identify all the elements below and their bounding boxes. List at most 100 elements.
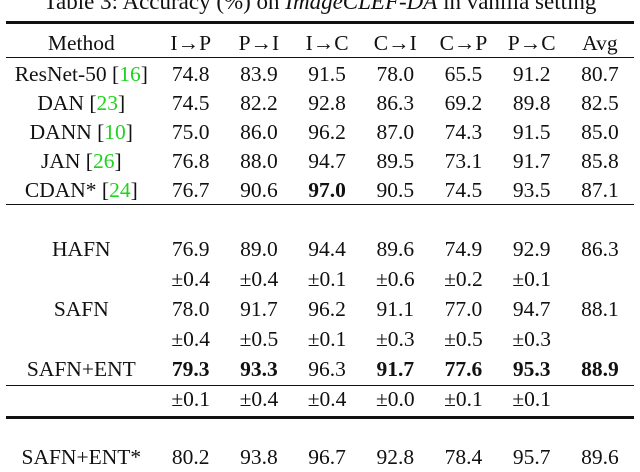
header-rule bbox=[6, 57, 634, 58]
std-cell: ±0.4 bbox=[307, 386, 347, 411]
std-cell: ±0.5 bbox=[444, 326, 483, 351]
value-cell: 90.5 bbox=[376, 178, 415, 202]
spacer bbox=[6, 414, 634, 443]
std-cell: ±0.4 bbox=[171, 266, 211, 291]
value-cell: 94.7 bbox=[512, 296, 551, 321]
std-cell: ±0.1 bbox=[512, 266, 551, 291]
std-cell: ±0.1 bbox=[171, 386, 211, 411]
column-header: P→C bbox=[507, 31, 556, 55]
value-cell: 89.6 bbox=[376, 236, 415, 261]
column-header: C→I bbox=[373, 31, 417, 55]
value-cell: 91.1 bbox=[376, 296, 415, 321]
method-name: SAFN+ENT* bbox=[21, 445, 142, 469]
value-cell: 83.9 bbox=[240, 62, 278, 86]
value-cell: 94.4 bbox=[308, 236, 346, 261]
value-cell: 93.5 bbox=[512, 178, 551, 202]
value-cell: 96.2 bbox=[308, 296, 346, 321]
value-cell: 88.0 bbox=[240, 149, 278, 173]
citation-link[interactable]: [16] bbox=[112, 62, 148, 86]
value-cell: 96.7 bbox=[308, 445, 346, 469]
method-header: Method bbox=[47, 31, 115, 55]
value-cell: 78.4 bbox=[444, 445, 483, 469]
value-cell: 87.1 bbox=[581, 178, 619, 202]
std-cell: ±0.2 bbox=[444, 266, 483, 291]
method-name: DAN [23] bbox=[37, 91, 126, 115]
value-cell: 76.7 bbox=[171, 178, 210, 202]
value-cell: 77.0 bbox=[444, 296, 483, 321]
value-cell: 89.5 bbox=[376, 149, 415, 173]
empty-cell bbox=[6, 324, 157, 354]
value-cell: 79.3 bbox=[171, 356, 210, 381]
table-row: DAN [23] 74.5 82.2 92.8 86.3 69.2 89.8 82.5 bbox=[6, 89, 634, 118]
caption-suffix: in vanilla setting bbox=[437, 0, 597, 14]
value-cell: 65.5 bbox=[444, 62, 483, 86]
bottom-rule bbox=[6, 416, 634, 419]
std-row: ±0.4 ±0.4 ±0.1 ±0.6 ±0.2 ±0.1 bbox=[6, 264, 634, 294]
column-header: C→P bbox=[439, 31, 488, 55]
caption-dataset: ImageCLEF-DA bbox=[285, 0, 438, 14]
std-cell bbox=[566, 324, 634, 354]
empty-cell bbox=[6, 384, 157, 414]
std-cell bbox=[566, 264, 634, 294]
citation-link[interactable]: [24] bbox=[101, 178, 138, 202]
value-cell: 77.6 bbox=[444, 356, 483, 381]
value-cell: 74.5 bbox=[444, 178, 483, 202]
value-cell: 91.7 bbox=[512, 149, 551, 173]
value-cell: 88.9 bbox=[581, 356, 619, 381]
std-cell: ±0.1 bbox=[307, 326, 347, 351]
value-cell: 97.0 bbox=[308, 178, 346, 202]
column-header: P→I bbox=[238, 31, 280, 55]
table-row: DANN [10] 75.0 86.0 96.2 87.0 74.3 91.5 85.0 bbox=[6, 118, 634, 147]
value-cell: 69.2 bbox=[444, 91, 483, 115]
spacer bbox=[6, 205, 634, 234]
citation-link[interactable]: [26] bbox=[85, 149, 122, 173]
table-caption: Table 3: Accuracy (%) on ImageCLEF-DA in… bbox=[0, 0, 640, 16]
value-cell: 74.5 bbox=[171, 91, 210, 115]
value-cell: 74.9 bbox=[444, 236, 483, 261]
citation-link[interactable]: [23] bbox=[89, 91, 126, 115]
value-cell: 86.3 bbox=[376, 91, 415, 115]
value-cell: 82.2 bbox=[240, 91, 278, 115]
value-cell: 96.3 bbox=[308, 356, 346, 381]
value-cell: 91.7 bbox=[240, 296, 278, 321]
value-cell: 91.5 bbox=[308, 62, 346, 86]
value-cell: 89.8 bbox=[512, 91, 551, 115]
column-header: I→C bbox=[305, 31, 349, 55]
empty-cell bbox=[6, 264, 157, 294]
value-cell: 92.9 bbox=[512, 236, 551, 261]
value-cell: 80.2 bbox=[171, 445, 210, 469]
value-cell: 89.6 bbox=[581, 445, 619, 469]
std-cell: ±0.4 bbox=[239, 386, 279, 411]
value-cell: 82.5 bbox=[581, 91, 619, 115]
column-header: Avg bbox=[582, 31, 618, 55]
std-row: ±0.1 ±0.4 ±0.4 ±0.0 ±0.1 ±0.1 bbox=[6, 384, 634, 414]
value-cell: 93.8 bbox=[240, 445, 278, 469]
value-cell: 85.0 bbox=[581, 120, 619, 144]
value-cell: 88.1 bbox=[581, 296, 619, 321]
table-row: SAFN+ENT* 80.2 93.8 96.7 92.8 78.4 95.7 89.6 bbox=[6, 443, 634, 472]
value-cell: 87.0 bbox=[376, 120, 415, 144]
std-cell: ±0.3 bbox=[512, 326, 551, 351]
value-cell: 75.0 bbox=[171, 120, 210, 144]
table-row: SAFN+ENT 79.3 93.3 96.3 91.7 77.6 95.3 88.9 bbox=[6, 354, 634, 384]
value-cell: 73.1 bbox=[444, 149, 483, 173]
citation-link[interactable]: [10] bbox=[97, 120, 133, 144]
std-cell: ±0.6 bbox=[375, 266, 415, 291]
value-cell: 91.7 bbox=[376, 356, 415, 381]
value-cell: 76.9 bbox=[171, 236, 210, 261]
header-row: Method I→P P→I I→C C→I C→P P→C Avg bbox=[6, 28, 634, 59]
method-name: SAFN+ENT bbox=[26, 356, 136, 381]
caption-prefix: Table 3: Accuracy (%) on bbox=[43, 0, 286, 14]
value-cell: 94.7 bbox=[308, 149, 346, 173]
value-cell: 91.5 bbox=[512, 120, 551, 144]
std-cell: ±0.1 bbox=[512, 386, 551, 411]
method-name: DANN [10] bbox=[29, 120, 133, 144]
value-cell: 95.3 bbox=[512, 356, 551, 381]
mid-rule bbox=[6, 204, 634, 205]
value-cell: 93.3 bbox=[240, 356, 278, 381]
value-cell: 74.3 bbox=[444, 120, 483, 144]
value-cell: 80.7 bbox=[581, 62, 619, 86]
std-cell: ±0.3 bbox=[375, 326, 415, 351]
top-rule bbox=[6, 21, 634, 24]
method-name: HAFN bbox=[52, 236, 111, 261]
